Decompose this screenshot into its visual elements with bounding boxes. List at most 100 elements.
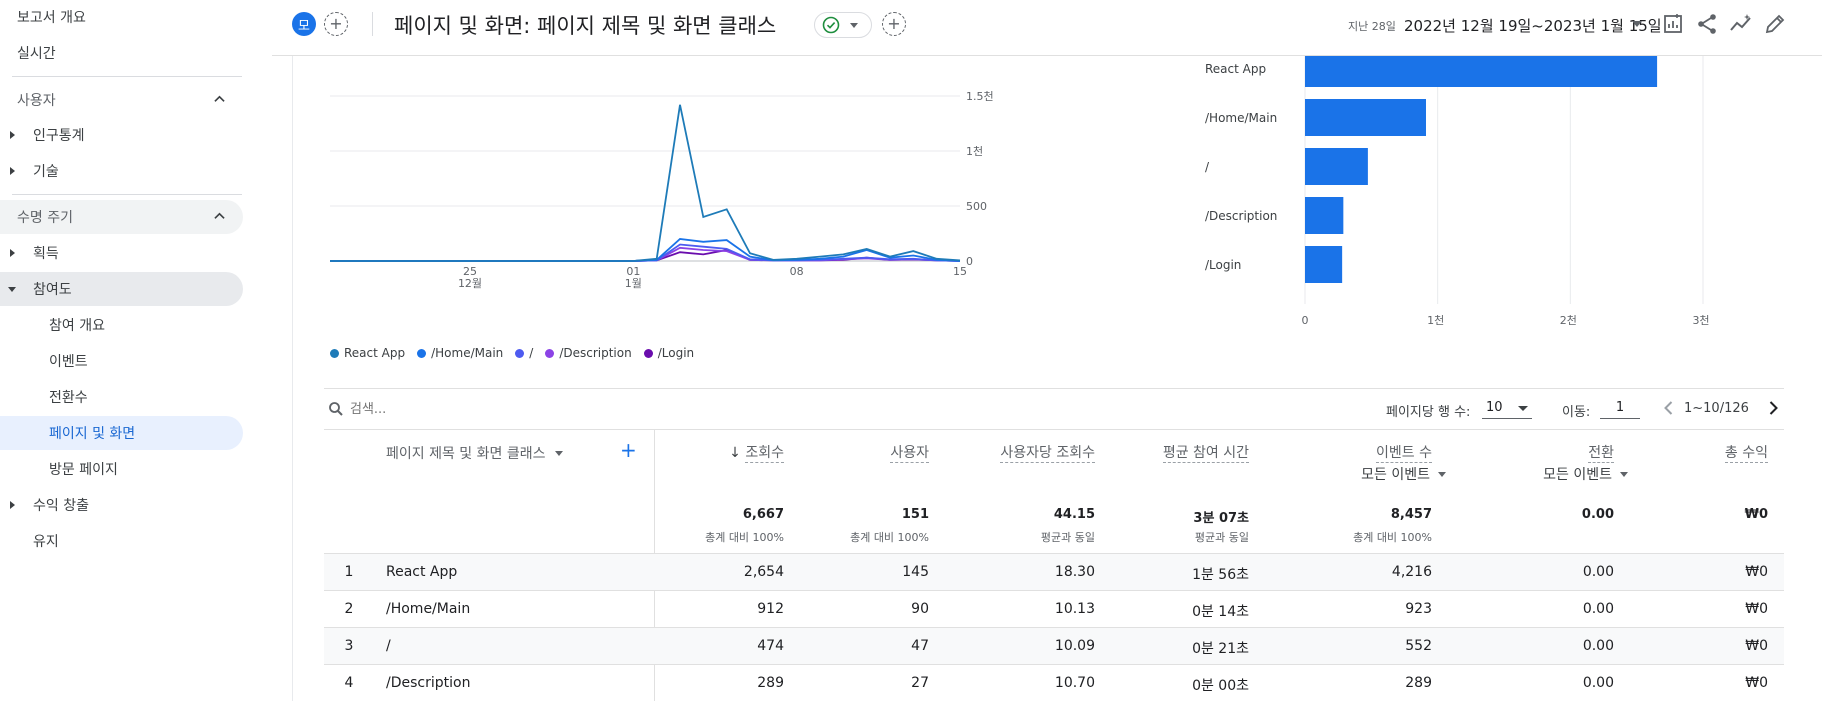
row-metric-value: 27 — [911, 675, 929, 691]
table-row[interactable]: 2/Home/Main 912 90 10.13 0분 14초 923 0.00 ₩0 — [324, 590, 1784, 627]
bar[interactable] — [1305, 56, 1658, 87]
sidebar-item-pages-screens[interactable]: 페이지 및 화면 — [0, 416, 243, 450]
total-value: 44.15 — [1053, 507, 1095, 522]
sidebar-item-label: 획득 — [33, 246, 59, 262]
column-header-label: 조회수 — [745, 445, 784, 463]
chevron-down-icon — [1438, 471, 1446, 477]
event-filter-label: 모든 이벤트 — [1361, 467, 1430, 483]
sidebar-border — [292, 0, 293, 701]
date-range-picker[interactable]: 2022년 12월 19일~2023년 1월 15일 — [1404, 17, 1662, 35]
legend-item[interactable]: /Login — [643, 346, 695, 360]
insights-icon[interactable] — [1728, 11, 1754, 37]
legend-label: /Description — [559, 346, 632, 360]
column-header[interactable]: 총 수익 — [1724, 442, 1768, 463]
column-header[interactable]: ↓ 조회수 — [729, 442, 784, 463]
legend-label: /Home/Main — [431, 346, 504, 360]
chevron-right-icon[interactable] — [1764, 399, 1782, 417]
sidebar-item-tech[interactable]: 기술 — [0, 154, 59, 188]
legend-dot-icon — [330, 348, 339, 358]
series-line[interactable] — [330, 243, 961, 262]
sidebar-item-retention[interactable]: 유지 — [0, 524, 59, 558]
row-dimension-value[interactable]: /Home/Main — [386, 601, 471, 617]
row-metric-value: ₩0 — [1745, 675, 1768, 691]
sort-arrow-icon: ↓ — [729, 445, 746, 461]
table-row[interactable]: 3 / 474 47 10.09 0분 21초 552 0.00 ₩0 — [324, 627, 1784, 664]
legend-dot-icon — [643, 348, 653, 358]
bar[interactable] — [1305, 99, 1426, 136]
sidebar-item-overview[interactable]: 보고서 개요 — [0, 0, 86, 34]
caret-right-icon — [10, 131, 15, 139]
row-metric-value: 474 — [757, 638, 784, 654]
row-metric-value: 4,216 — [1391, 564, 1432, 580]
total-value: 3분 07초 — [1193, 511, 1249, 526]
legend-dot-icon — [545, 348, 555, 358]
legend-label: /Login — [657, 346, 695, 360]
row-metric-value: 289 — [757, 675, 784, 691]
table-row[interactable]: 1 React App 2,654 145 18.30 1분 56초 4,216 0.00 ₩0 — [324, 553, 1784, 590]
bar[interactable] — [1305, 246, 1343, 283]
sidebar-item-landing-page[interactable]: 방문 페이지 — [0, 452, 118, 486]
column-header[interactable]: 이벤트 수 — [1376, 442, 1432, 463]
search-icon — [329, 402, 343, 416]
column-header-label: 전환 — [1588, 445, 1614, 463]
bar[interactable] — [1305, 148, 1368, 185]
section-lifecycle[interactable]: 수명 주기 — [0, 200, 243, 234]
comparison-avatar[interactable]: 모 — [292, 12, 316, 36]
search-input[interactable] — [350, 398, 650, 420]
rows-per-page-select[interactable]: 10 — [1482, 397, 1532, 419]
event-filter-select[interactable]: 모든 이벤트 — [1361, 464, 1446, 484]
column-header[interactable]: 전환 — [1588, 442, 1614, 463]
add-dimension-button[interactable]: + — [620, 438, 637, 462]
goto-page-input[interactable]: 1 — [1600, 397, 1640, 419]
total-value: 8,457 — [1390, 507, 1432, 522]
row-dimension-value[interactable]: /Description — [386, 675, 471, 691]
total-subtext: 총계 대비 100% — [850, 531, 929, 544]
share-icon[interactable] — [1694, 11, 1720, 37]
customize-report-icon[interactable] — [1660, 11, 1686, 37]
dimension-header[interactable]: 페이지 제목 및 화면 클래스 — [386, 443, 564, 463]
row-dimension-value[interactable]: / — [386, 638, 391, 654]
chevron-down-icon[interactable] — [1632, 21, 1642, 27]
sidebar-item-events[interactable]: 이벤트 — [0, 344, 88, 378]
legend-item[interactable]: /Description — [545, 346, 632, 360]
column-header[interactable]: 평균 참여 시간 — [1162, 442, 1249, 463]
add-comparison-button[interactable]: + — [324, 12, 348, 36]
legend-item[interactable]: React App — [330, 346, 405, 360]
event-filter-select[interactable]: 모든 이벤트 — [1543, 464, 1628, 484]
chevron-left-icon[interactable] — [1660, 399, 1678, 417]
sidebar-item-demographics[interactable]: 인구통계 — [0, 118, 85, 152]
sidebar-item-engagement-overview[interactable]: 참여 개요 — [0, 308, 105, 342]
row-metric-value: 145 — [902, 564, 929, 580]
sidebar-item-engagement[interactable]: 참여도 — [0, 272, 243, 306]
report-status-button[interactable] — [814, 12, 872, 38]
total-subtext: 평균과 동일 — [1194, 531, 1249, 544]
column-header[interactable]: 사용자 — [890, 442, 929, 463]
bar-category-label: / — [1205, 160, 1210, 174]
legend-item[interactable]: / — [515, 346, 533, 360]
sidebar-item-realtime[interactable]: 실시간 — [0, 36, 56, 70]
dimension-header-label: 페이지 제목 및 화면 클래스 — [386, 446, 546, 462]
series-line[interactable] — [330, 104, 961, 262]
section-user[interactable]: 사용자 — [0, 83, 243, 117]
x-tick-label: 01 — [626, 265, 640, 278]
row-metric-value: 90 — [911, 601, 929, 617]
column-header[interactable]: 사용자당 조회수 — [1000, 442, 1095, 463]
sidebar-item-monetization[interactable]: 수익 창출 — [0, 488, 89, 522]
sidebar-item-conversions[interactable]: 전환수 — [0, 380, 88, 414]
sidebar-item-label: 전환수 — [49, 390, 88, 406]
x-tick-label: 15 — [953, 265, 967, 278]
table-row[interactable]: 4/Description 289 27 10.70 0분 00초 289 0.00 ₩0 — [324, 664, 1784, 701]
bar[interactable] — [1305, 197, 1344, 234]
row-metric-value: 18.30 — [1054, 564, 1095, 580]
sidebar-item-label: 실시간 — [17, 46, 56, 62]
legend-item[interactable]: /Home/Main — [417, 346, 503, 360]
event-filter-label: 모든 이벤트 — [1543, 467, 1612, 483]
row-metric-value: ₩0 — [1745, 601, 1768, 617]
y-tick-label: 1천 — [966, 144, 983, 158]
edit-pencil-icon[interactable] — [1762, 11, 1788, 37]
rows-per-page-label: 페이지당 행 수: — [1386, 405, 1471, 420]
bar-chart: 0 1천 2천 3천 React App/Home/Main / /Description /… — [1205, 56, 1710, 327]
sidebar-item-acquisition[interactable]: 획득 — [0, 236, 59, 270]
add-filter-button[interactable]: + — [882, 12, 906, 36]
row-dimension-value[interactable]: React App — [386, 564, 458, 580]
